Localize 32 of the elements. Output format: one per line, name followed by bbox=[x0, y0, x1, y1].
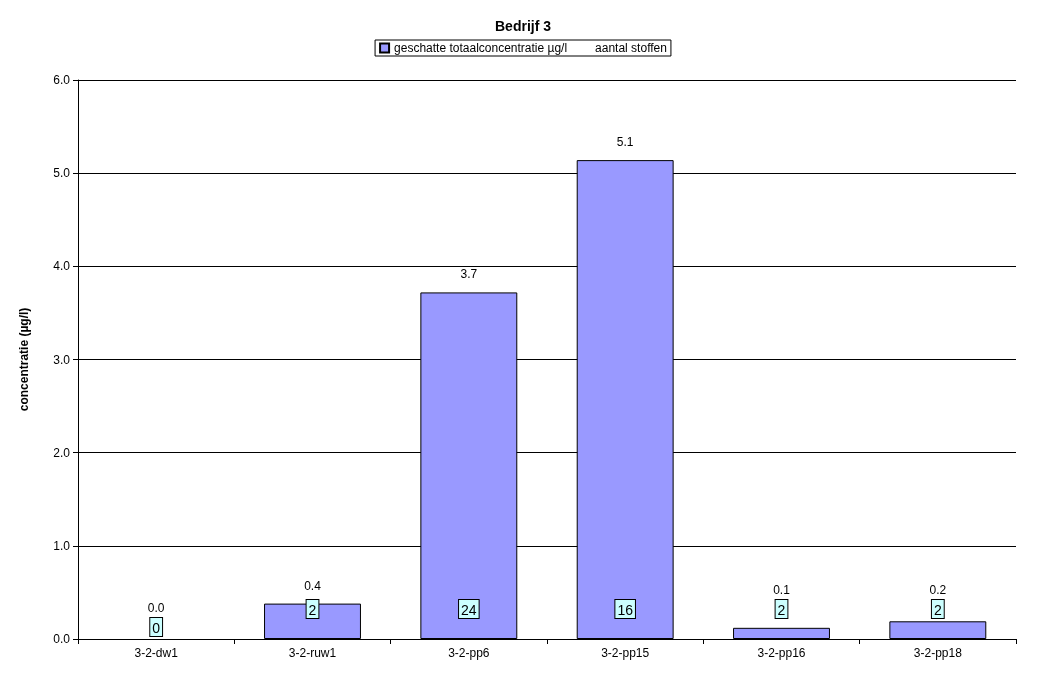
x-tick-label: 3-2-dw1 bbox=[134, 646, 179, 660]
bar bbox=[889, 621, 987, 639]
x-tick-label: 3-2-pp6 bbox=[448, 646, 490, 660]
data-label: 0.4 bbox=[304, 578, 322, 593]
y-tick-label: 5.0 bbox=[53, 166, 71, 181]
data-label: 5.1 bbox=[616, 135, 634, 150]
x-tick-label: 3-2-ruw1 bbox=[288, 646, 337, 660]
data-label: 3.7 bbox=[460, 267, 478, 282]
data-label: 0.0 bbox=[147, 601, 165, 615]
y-tick-label: 2.0 bbox=[53, 445, 71, 460]
data-label: 0.2 bbox=[929, 583, 947, 597]
legend-label: geschatte totaalconcentratie µg/l bbox=[394, 41, 568, 55]
y-tick-label: 4.0 bbox=[53, 259, 71, 274]
annotation: 24 bbox=[461, 602, 477, 618]
bar bbox=[264, 603, 361, 639]
y-axis-title: concentratie (µg/l) bbox=[17, 307, 31, 412]
y-tick-label: 6.0 bbox=[53, 73, 71, 87]
x-tick-label: 3-2-pp15 bbox=[601, 646, 650, 660]
x-tick-label: 3-2-pp16 bbox=[757, 646, 806, 660]
y-tick-label: 1.0 bbox=[53, 538, 71, 553]
annotation: 2 bbox=[933, 602, 942, 618]
text: aantal stoffen bbox=[595, 41, 667, 55]
y-tick-label: 3.0 bbox=[53, 352, 71, 367]
annotation: 2 bbox=[308, 602, 317, 618]
y-tick-label: 0.0 bbox=[53, 632, 71, 646]
x-tick-label: 3-2-pp18 bbox=[913, 646, 963, 660]
annotation: 2 bbox=[777, 602, 786, 618]
bar bbox=[733, 627, 830, 639]
annotation: 0 bbox=[152, 620, 161, 636]
chart-title: Bedrijf 3 bbox=[494, 18, 552, 34]
annotation: 16 bbox=[617, 602, 634, 618]
data-label: 0.1 bbox=[773, 583, 791, 597]
